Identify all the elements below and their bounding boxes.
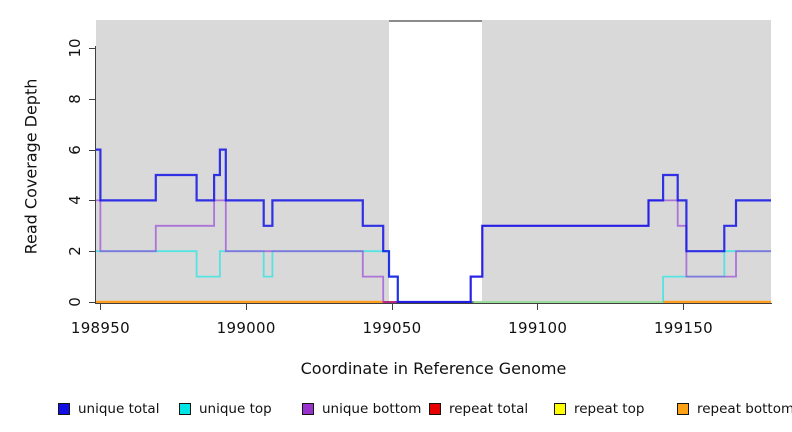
repeat-bottom-swatch-icon [677, 403, 689, 415]
legend-item-repeat-top: repeat top [554, 401, 644, 417]
legend-label: unique total [78, 401, 160, 417]
legend-item-repeat-total: repeat total [429, 401, 528, 417]
legend-label: repeat bottom [697, 401, 792, 417]
legend-label: repeat total [449, 401, 529, 417]
x-tick-label: 199050 [362, 319, 422, 337]
coverage-step-lines [96, 148, 771, 304]
x-tick [245, 304, 247, 310]
legend-label: unique bottom [322, 401, 422, 417]
y-tick-label: 10 [66, 38, 84, 58]
y-tick [89, 98, 96, 100]
series-line-unique-total [96, 148, 771, 304]
y-tick [89, 47, 96, 49]
x-tick [391, 304, 393, 310]
x-tick [537, 304, 539, 310]
x-tick [99, 304, 101, 310]
y-axis-title: Read Coverage Depth [21, 78, 41, 255]
legend-item-unique-top: unique top [179, 401, 272, 417]
x-tick-label: 198950 [70, 319, 130, 337]
series-line-unique-top [96, 250, 771, 303]
plot-area [96, 20, 771, 304]
legend-label: unique top [199, 401, 272, 417]
y-tick [89, 302, 96, 303]
x-tick [683, 304, 684, 310]
x-tick-label: 199100 [508, 319, 568, 337]
x-axis-title: Coordinate in Reference Genome [300, 359, 567, 378]
x-tick-label: 199000 [216, 319, 276, 337]
y-tick-label: 6 [66, 144, 84, 155]
y-axis-line [95, 46, 96, 304]
coverage-gap-band [389, 20, 483, 303]
unique-top-swatch-icon [179, 403, 191, 415]
legend-label: repeat top [574, 401, 645, 417]
legend-item-repeat-bottom: repeat bottom [677, 401, 792, 417]
legend-item-unique-bottom: unique bottom [302, 401, 421, 417]
y-tick [89, 149, 96, 151]
y-tick-label: 0 [66, 297, 84, 307]
x-tick-label: 199150 [653, 319, 714, 337]
y-tick [89, 200, 96, 202]
x-axis-line [95, 303, 772, 304]
unique-total-swatch-icon [58, 403, 70, 415]
y-tick [89, 251, 96, 253]
legend: unique total unique top unique bottom re… [0, 401, 792, 419]
repeat-top-swatch-icon [554, 403, 566, 415]
y-tick-label: 4 [66, 195, 84, 206]
unique-bottom-swatch-icon [302, 403, 314, 415]
y-tick-label: 2 [66, 246, 84, 256]
legend-item-unique-total: unique total [58, 401, 159, 417]
y-tick-label: 8 [66, 94, 84, 104]
repeat-total-swatch-icon [429, 403, 441, 415]
